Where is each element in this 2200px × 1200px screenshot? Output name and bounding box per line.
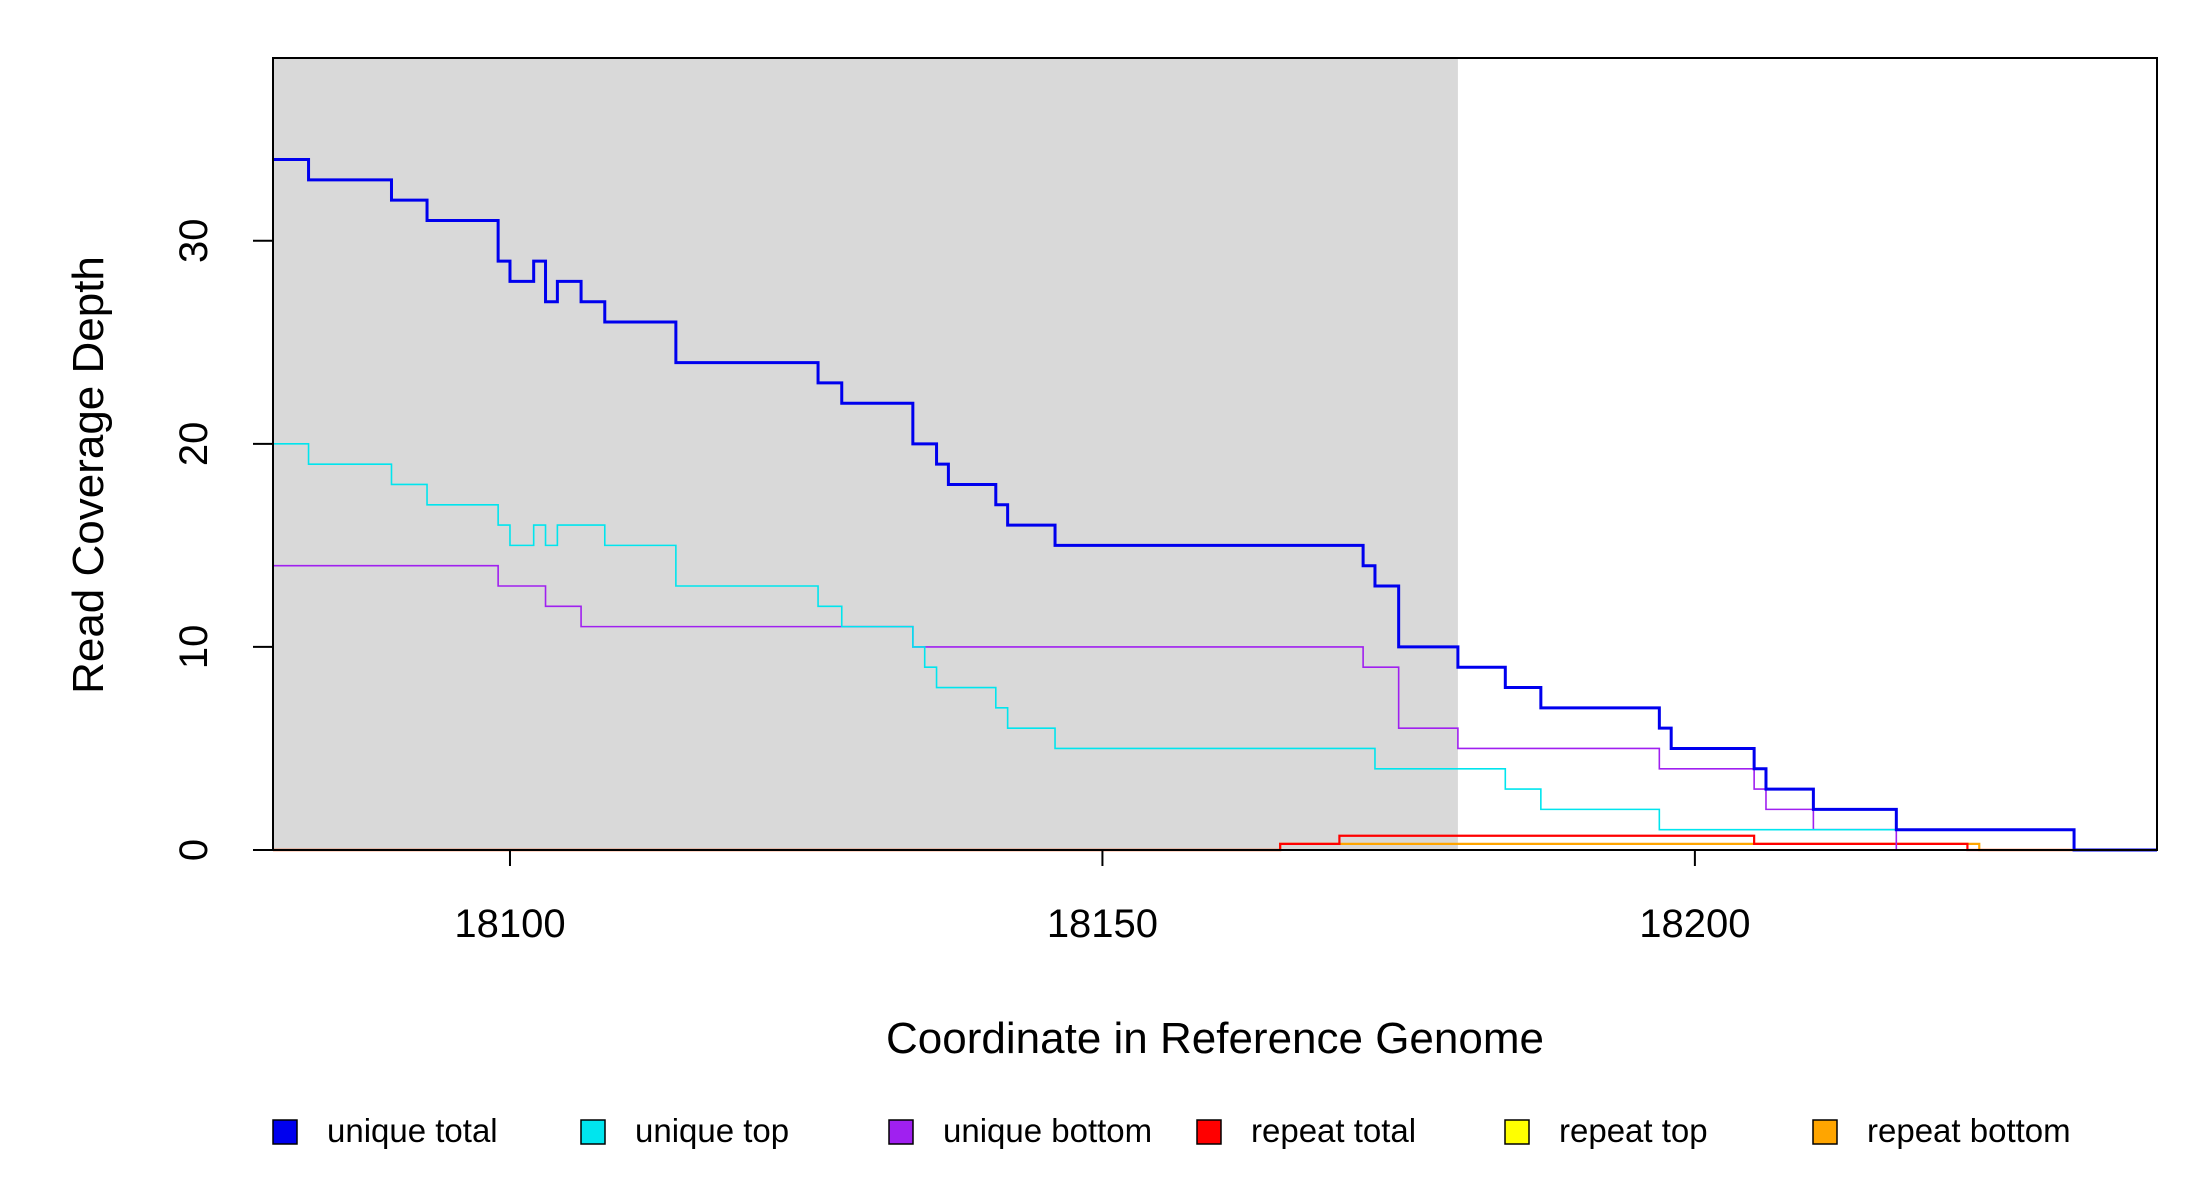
legend-label: repeat bottom	[1867, 1112, 2071, 1149]
legend-swatch	[888, 1119, 914, 1145]
series-line-repeat-total	[273, 834, 2157, 852]
legend-swatch	[1812, 1119, 1838, 1145]
x-tick-label: 18100	[454, 902, 565, 946]
y-tick-label: 10	[172, 625, 216, 670]
axes-layer: 18100 18150 18200 0 10 20 30	[172, 219, 1751, 946]
x-tick-label: 18200	[1639, 902, 1750, 946]
legend-swatch	[1504, 1119, 1530, 1145]
x-tick-label: 18150	[1047, 902, 1158, 946]
legend-label: unique bottom	[943, 1112, 1152, 1149]
legend-swatch	[1196, 1119, 1222, 1145]
y-tick-label: 0	[172, 839, 216, 861]
legend: unique total unique top unique bottom repea…	[272, 1112, 2071, 1149]
plot-frame	[272, 57, 2158, 851]
series-line-unique-total	[273, 158, 2157, 852]
series-line-unique-bottom	[273, 564, 2157, 851]
legend-label: repeat total	[1251, 1112, 1416, 1149]
series-line-unique-top	[273, 443, 2157, 851]
shaded-region	[273, 58, 1458, 850]
legend-swatch	[272, 1119, 298, 1145]
y-tick-label: 20	[172, 422, 216, 467]
legend-label: unique top	[635, 1112, 789, 1149]
y-axis-title: Read Coverage Depth	[64, 256, 113, 694]
legend-label: repeat top	[1559, 1112, 1708, 1149]
legend-label: unique total	[327, 1112, 498, 1149]
y-tick-label: 30	[172, 219, 216, 264]
x-axis-title: Coordinate in Reference Genome	[886, 1014, 1544, 1063]
legend-swatch	[580, 1119, 606, 1145]
